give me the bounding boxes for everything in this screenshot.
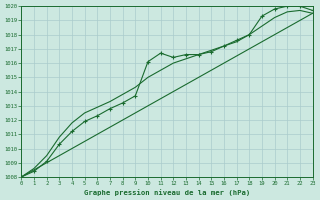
X-axis label: Graphe pression niveau de la mer (hPa): Graphe pression niveau de la mer (hPa) (84, 189, 250, 196)
